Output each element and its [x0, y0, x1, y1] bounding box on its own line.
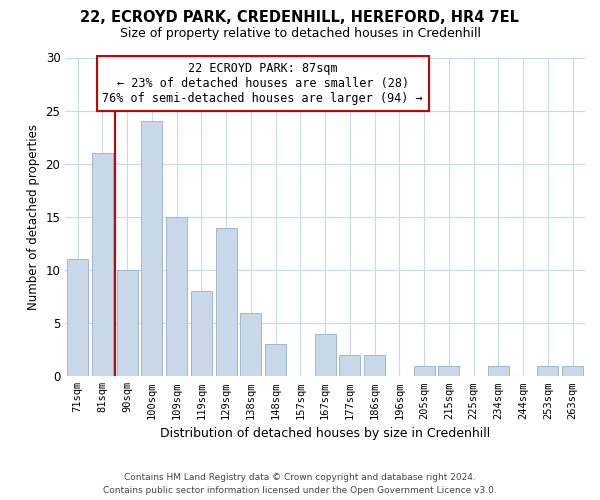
Text: 22 ECROYD PARK: 87sqm
← 23% of detached houses are smaller (28)
76% of semi-deta: 22 ECROYD PARK: 87sqm ← 23% of detached … — [103, 62, 423, 106]
Bar — [314, 334, 335, 376]
Bar — [116, 270, 137, 376]
Text: Contains HM Land Registry data © Crown copyright and database right 2024.
Contai: Contains HM Land Registry data © Crown c… — [103, 473, 497, 495]
X-axis label: Distribution of detached houses by size in Credenhill: Distribution of detached houses by size … — [160, 427, 490, 440]
Bar — [166, 217, 187, 376]
Bar — [488, 366, 509, 376]
Bar — [67, 260, 88, 376]
Bar — [265, 344, 286, 376]
Text: Size of property relative to detached houses in Credenhill: Size of property relative to detached ho… — [119, 28, 481, 40]
Bar — [241, 312, 262, 376]
Bar — [562, 366, 583, 376]
Bar — [340, 355, 361, 376]
Bar — [439, 366, 460, 376]
Bar — [538, 366, 559, 376]
Bar — [142, 122, 163, 376]
Bar — [364, 355, 385, 376]
Bar — [191, 292, 212, 376]
Bar — [92, 153, 113, 376]
Text: 22, ECROYD PARK, CREDENHILL, HEREFORD, HR4 7EL: 22, ECROYD PARK, CREDENHILL, HEREFORD, H… — [80, 10, 520, 25]
Bar — [413, 366, 434, 376]
Bar — [215, 228, 236, 376]
Y-axis label: Number of detached properties: Number of detached properties — [27, 124, 40, 310]
